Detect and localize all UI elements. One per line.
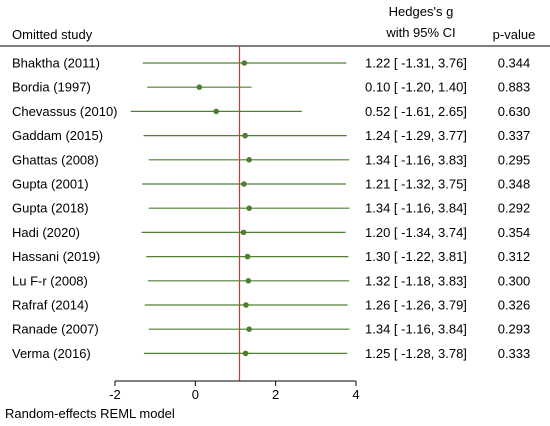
effect-ci-value: 1.34 [ -1.16, 3.84] xyxy=(365,322,467,337)
x-tick-label: 2 xyxy=(272,387,279,402)
study-label: Hadi (2020) xyxy=(12,225,80,240)
effect-marker xyxy=(243,302,249,308)
effect-ci-value: 1.21 [ -1.32, 3.75] xyxy=(365,177,467,192)
study-label: Rafraf (2014) xyxy=(12,298,89,313)
effect-ci-value: 0.52 [ -1.61, 2.65] xyxy=(365,104,467,119)
effect-ci-value: 1.34 [ -1.16, 3.83] xyxy=(365,152,467,167)
x-tick-label: 0 xyxy=(192,387,199,402)
study-row: Gaddam (2015) 1.24 [ -1.29, 3.77] 0.337 xyxy=(12,128,530,143)
p-value: 0.883 xyxy=(498,80,531,95)
study-label: Bordia (1997) xyxy=(12,80,91,95)
p-value: 0.300 xyxy=(498,273,531,288)
p-value: 0.348 xyxy=(498,177,531,192)
study-row: Gupta (2018) 1.34 [ -1.16, 3.84] 0.292 xyxy=(12,201,530,216)
study-label: Bhaktha (2011) xyxy=(12,56,100,71)
study-row: Ranade (2007) 1.34 [ -1.16, 3.84] 0.293 xyxy=(12,322,530,337)
study-row: Ghattas (2008) 1.34 [ -1.16, 3.83] 0.295 xyxy=(12,152,530,167)
study-rows: Bhaktha (2011) 1.22 [ -1.31, 3.76] 0.344 Bo… xyxy=(12,56,530,361)
study-row: Hassani (2019) 1.30 [ -1.22, 3.81] 0.312 xyxy=(12,249,530,264)
effect-ci-value: 1.26 [ -1.26, 3.79] xyxy=(365,298,467,313)
p-value: 0.630 xyxy=(498,104,531,119)
study-label: Gupta (2001) xyxy=(12,177,89,192)
effect-ci-value: 1.32 [ -1.18, 3.83] xyxy=(365,273,467,288)
effect-marker xyxy=(241,60,248,66)
study-row: Bhaktha (2011) 1.22 [ -1.31, 3.76] 0.344 xyxy=(12,56,530,71)
study-label: Verma (2016) xyxy=(12,346,91,361)
study-label: Ghattas (2008) xyxy=(12,152,99,167)
study-row: Gupta (2001) 1.21 [ -1.32, 3.75] 0.348 xyxy=(12,177,530,192)
effect-marker xyxy=(244,253,251,260)
effect-marker xyxy=(246,205,252,211)
model-note: Random-effects REML model xyxy=(5,406,175,421)
p-value: 0.333 xyxy=(498,346,531,361)
study-label: Chevassus (2010) xyxy=(12,104,118,119)
study-label: Gaddam (2015) xyxy=(12,128,103,143)
study-row: Verma (2016) 1.25 [ -1.28, 3.78] 0.333 xyxy=(12,346,530,361)
effect-ci-value: 1.22 [ -1.31, 3.76] xyxy=(365,56,467,71)
header-study-label: Omitted study xyxy=(12,27,93,42)
study-label: Ranade (2007) xyxy=(12,322,99,337)
x-tick-label: -2 xyxy=(109,387,121,402)
effect-ci-value: 0.10 [ -1.20, 1.40] xyxy=(365,80,467,95)
x-axis: -2 0 2 4 xyxy=(109,380,360,402)
p-value: 0.292 xyxy=(498,201,531,216)
p-value: 0.312 xyxy=(498,249,531,264)
study-row: Chevassus (2010) 0.52 [ -1.61, 2.65] 0.630 xyxy=(12,104,530,119)
study-row: Bordia (1997) 0.10 [ -1.20, 1.40] 0.883 xyxy=(12,80,530,95)
p-value: 0.354 xyxy=(498,225,531,240)
header-effect-label-line2: with 95% CI xyxy=(385,25,455,40)
header-effect-label-line1: Hedges's g xyxy=(389,4,454,19)
p-value: 0.326 xyxy=(498,298,531,313)
p-value: 0.293 xyxy=(498,322,531,337)
effect-marker xyxy=(246,326,252,333)
study-label: Gupta (2018) xyxy=(12,201,89,216)
effect-ci-value: 1.24 [ -1.29, 3.77] xyxy=(365,128,467,143)
effect-marker xyxy=(196,84,203,90)
study-row: Lu F-r (2008) 1.32 [ -1.18, 3.83] 0.300 xyxy=(12,273,530,288)
p-value: 0.344 xyxy=(498,56,531,71)
effect-ci-value: 1.20 [ -1.34, 3.74] xyxy=(365,225,467,240)
effect-marker xyxy=(241,181,247,187)
p-value: 0.337 xyxy=(498,128,531,143)
effect-ci-value: 1.30 [ -1.22, 3.81] xyxy=(365,249,467,264)
effect-marker xyxy=(242,350,249,357)
study-label: Lu F-r (2008) xyxy=(12,273,88,288)
effect-ci-value: 1.25 [ -1.28, 3.78] xyxy=(365,346,467,361)
study-label: Hassani (2019) xyxy=(12,249,100,264)
p-value: 0.295 xyxy=(498,152,531,167)
x-tick-label: 4 xyxy=(352,387,359,402)
effect-marker xyxy=(246,157,252,163)
effect-marker xyxy=(213,108,220,115)
header-pvalue-label: p-value xyxy=(493,27,536,42)
effect-marker xyxy=(242,132,248,139)
effect-marker xyxy=(240,229,247,236)
effect-ci-value: 1.34 [ -1.16, 3.84] xyxy=(365,201,467,216)
effect-marker xyxy=(245,278,252,284)
study-row: Hadi (2020) 1.20 [ -1.34, 3.74] 0.354 xyxy=(12,225,530,240)
study-row: Rafraf (2014) 1.26 [ -1.26, 3.79] 0.326 xyxy=(12,298,530,313)
